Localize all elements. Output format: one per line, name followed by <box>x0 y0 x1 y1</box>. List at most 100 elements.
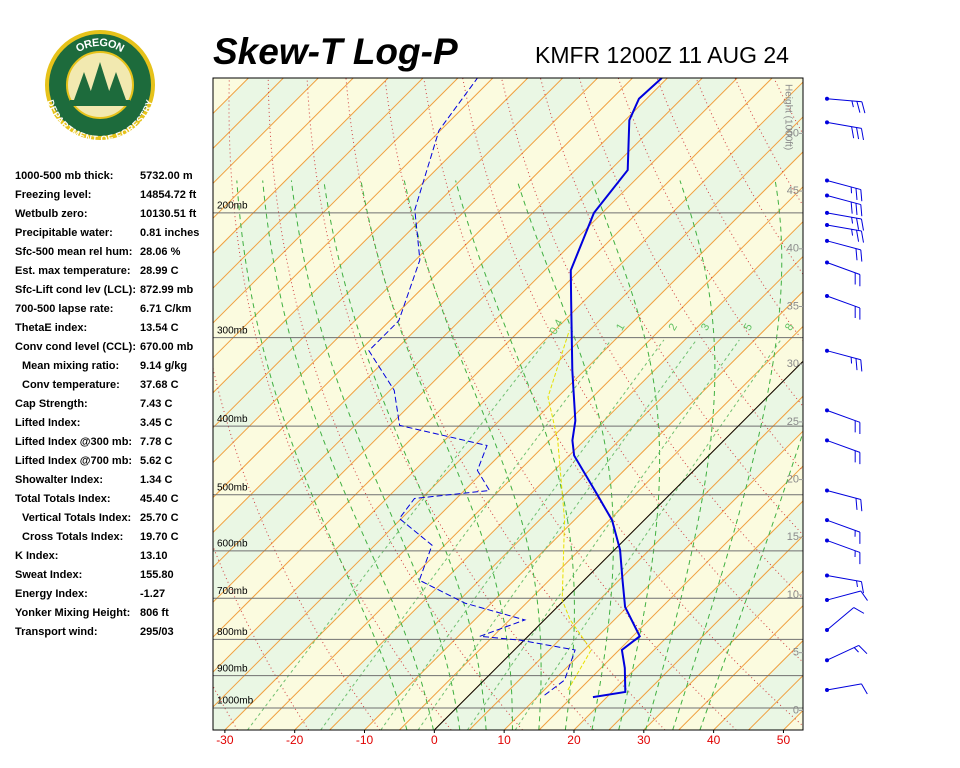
barb-feather <box>851 126 855 139</box>
isotherm <box>213 78 633 499</box>
barb-feather <box>860 189 863 202</box>
wetbulb-trace <box>547 330 592 691</box>
index-value: 3.45 C <box>140 417 172 429</box>
index-label: Conv cond level (CCL): <box>15 341 136 353</box>
pressure-label: 200mb <box>217 201 248 212</box>
barb-staff <box>826 409 861 423</box>
index-label: Total Totals Index: <box>15 493 111 505</box>
isotherm <box>213 116 803 708</box>
barb-feather <box>861 101 866 114</box>
x-tick-label: 20 <box>567 733 581 747</box>
isotherm <box>213 78 459 324</box>
index-label: Lifted Index: <box>15 417 80 429</box>
isotherm <box>213 78 389 254</box>
barb-staff <box>826 350 861 361</box>
isotherm <box>213 78 703 569</box>
mixing-ratio-label: 8 <box>783 322 796 333</box>
index-value: 1.34 C <box>140 474 172 486</box>
barb-staff <box>826 590 861 601</box>
pressure-label: 1000mb <box>217 696 254 707</box>
wind-barb <box>825 238 863 262</box>
wind-barb <box>825 408 861 435</box>
isotherm <box>818 78 960 730</box>
mixing-ratio-label: 1 <box>614 322 627 333</box>
index-label: Lifted Index @700 mb: <box>15 455 132 467</box>
barb-feather <box>860 204 863 217</box>
index-value: 872.99 mb <box>140 284 193 296</box>
index-label: Transport wind: <box>15 626 98 638</box>
zero-isotherm <box>433 360 803 730</box>
index-label: 700-500 lapse rate: <box>15 303 113 315</box>
indices-table: 1000-500 mb thick: 5732.00 m Freezing leve… <box>15 170 199 638</box>
index-label: ThetaE index: <box>15 322 87 334</box>
mixing-ratio-label: 2 <box>667 322 680 333</box>
y2-tick-label: 5 <box>793 647 799 659</box>
plot-area: 0.4 1 2 3 5 8 <box>213 59 960 730</box>
moist-adiabat <box>403 180 542 730</box>
barb-staff <box>826 519 861 533</box>
isotherm <box>468 395 803 730</box>
index-value: 155.80 <box>140 569 174 581</box>
isotherm <box>213 78 738 603</box>
isotherm <box>608 535 803 730</box>
wind-barb <box>825 644 868 663</box>
pressure-label: 900mb <box>217 663 248 674</box>
y2-tick-label: 20 <box>787 473 799 485</box>
index-value: 6.71 C/km <box>140 303 192 315</box>
x-tick-label: 40 <box>707 733 721 747</box>
moist-adiabat <box>290 180 461 730</box>
index-value: 806 ft <box>140 607 169 619</box>
band <box>783 710 803 730</box>
barb-feather <box>860 218 864 231</box>
index-label: 1000-500 mb thick: <box>15 170 113 182</box>
barb-feather <box>860 230 864 243</box>
x-tick-label: 50 <box>777 733 791 747</box>
index-label: Yonker Mixing Height: <box>15 607 130 619</box>
mixing-ratio-line <box>320 339 612 730</box>
wind-barb <box>825 222 864 243</box>
barb-feather <box>861 683 868 695</box>
pressure-label: 800mb <box>217 627 248 638</box>
isotherm <box>224 151 803 730</box>
barb-feather <box>850 201 853 214</box>
barb-feather <box>855 188 858 200</box>
barb-staff <box>826 439 861 453</box>
barb-staff <box>826 262 861 275</box>
barb-feather <box>858 645 868 655</box>
wind-barb <box>825 683 868 695</box>
band <box>213 82 803 730</box>
isotherm <box>678 605 803 730</box>
logo: OREGON DEPARTMENT OF FORESTRY <box>45 30 155 145</box>
dry-adiabat <box>423 78 803 727</box>
index-value: 37.68 C <box>140 379 179 391</box>
dry-adiabat <box>501 78 803 600</box>
isotherm <box>643 570 803 730</box>
pressure-label: 700mb <box>217 586 248 597</box>
isotherm <box>294 220 803 730</box>
index-value: 7.78 C <box>140 436 172 448</box>
index-label: Est. max temperature: <box>15 265 131 277</box>
band <box>853 78 960 730</box>
barb-staff <box>826 180 861 191</box>
index-label: Cross Totals Index: <box>22 531 123 543</box>
y2-tick-label: 15 <box>787 531 799 543</box>
barb-feather <box>860 499 863 512</box>
y2-tick-label: 50 <box>787 127 799 139</box>
barb-staff <box>826 575 862 583</box>
barb-feather <box>856 218 860 230</box>
index-label: Vertical Totals Index: <box>22 512 131 524</box>
wind-barb <box>825 438 861 465</box>
index-value: 10130.51 ft <box>140 208 197 220</box>
axes: 1000mb 900mb 800mb 700mb 600mb 500mb 400mb 300m… <box>216 84 803 747</box>
index-value: 25.70 C <box>140 512 179 524</box>
isotherm <box>573 500 803 730</box>
isotherm <box>364 290 803 730</box>
wind-barb <box>825 260 861 287</box>
isotherm <box>783 709 803 730</box>
dry-adiabat <box>956 59 960 730</box>
moist-adiabat <box>645 180 716 730</box>
index-value: 19.70 C <box>140 531 179 543</box>
barb-staff <box>826 539 861 553</box>
barb-staff <box>826 121 862 129</box>
band <box>213 78 803 673</box>
